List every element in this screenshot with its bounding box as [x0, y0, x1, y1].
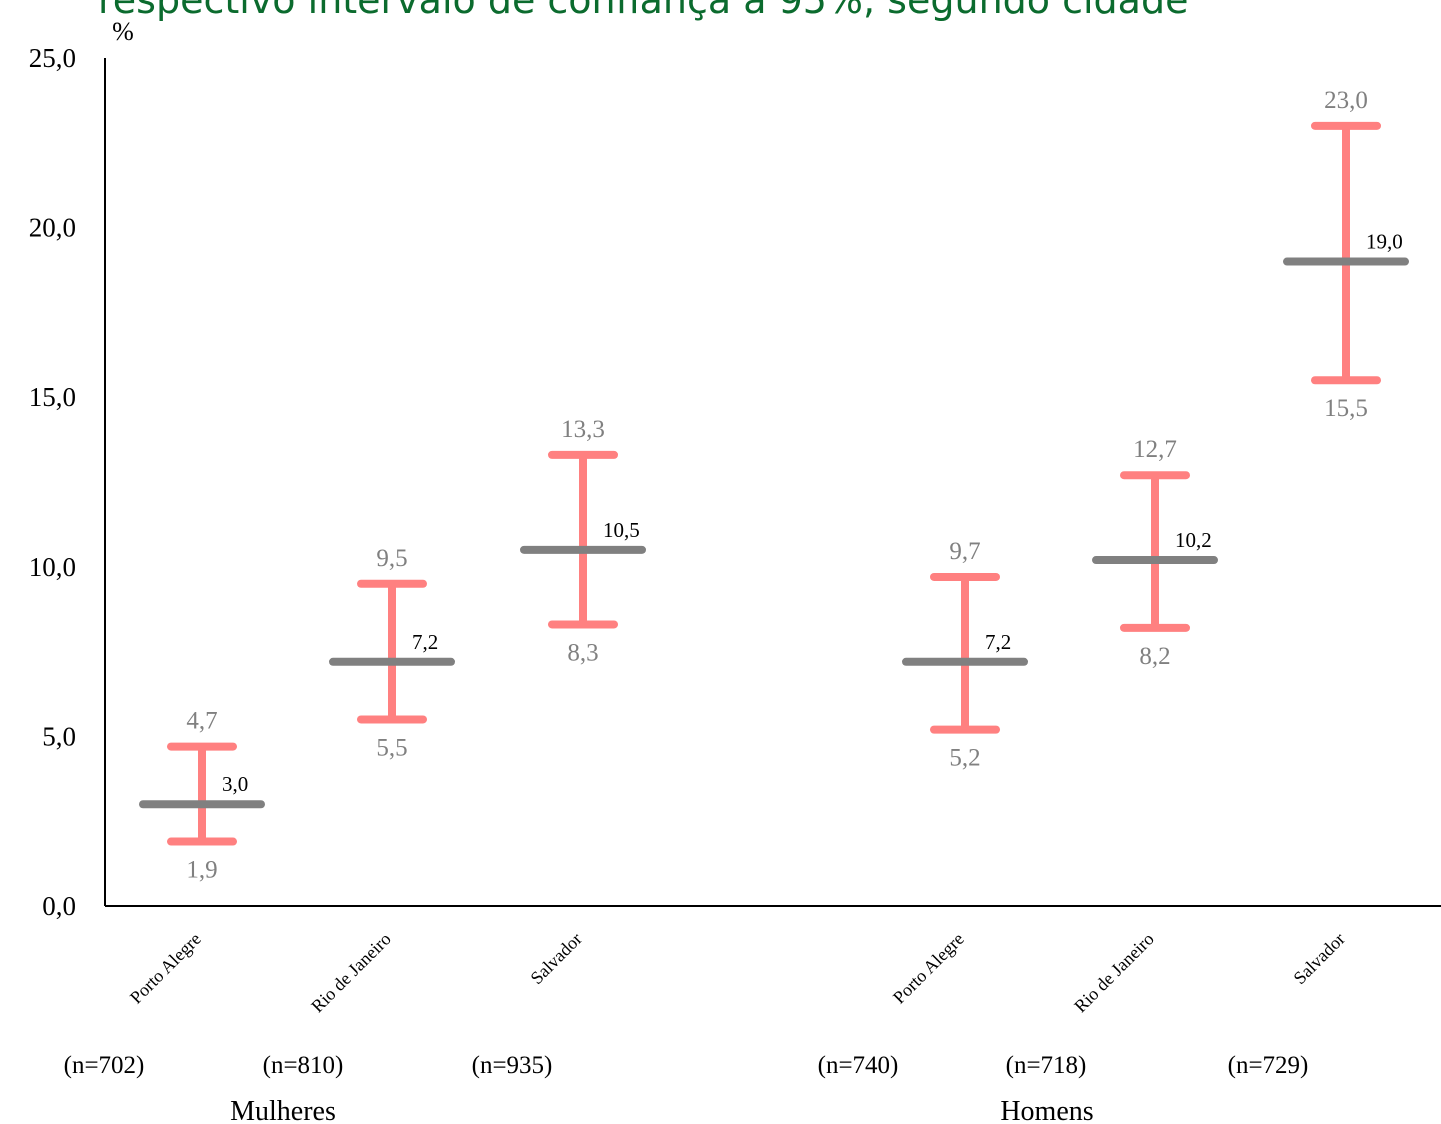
lower-value-label: 8,2 — [1139, 643, 1170, 670]
sample-size-label: (n=810) — [263, 1052, 344, 1079]
upper-value-label: 9,5 — [376, 545, 407, 572]
error-bars: 4,7 1,9 3,0 9,5 5,5 7,2 13,3 8,3 10,5 9,7 5,2 7,2 12… — [139, 87, 1409, 884]
lower-value-label: 15,5 — [1324, 395, 1368, 422]
city-label: Rio de Janeiro — [307, 929, 395, 1017]
y-tick-label: 20,0 — [29, 213, 76, 243]
upper-value-label: 23,0 — [1324, 87, 1368, 114]
city-label: Salvador — [526, 929, 585, 988]
group-label: Homens — [1000, 1096, 1093, 1124]
chart-title: respectivo intervalo de confiança a 95%,… — [98, 0, 1189, 22]
lower-value-label: 8,3 — [567, 639, 598, 666]
y-tick-label: 10,0 — [29, 552, 76, 582]
upper-value-label: 13,3 — [561, 416, 605, 443]
mean-value-label: 7,2 — [412, 630, 438, 654]
lower-value-label: 5,5 — [376, 734, 407, 761]
sample-size-label: (n=729) — [1228, 1052, 1309, 1079]
city-label: Rio de Janeiro — [1070, 929, 1158, 1017]
mean-value-label: 10,5 — [603, 518, 640, 542]
mean-value-label: 7,2 — [985, 630, 1011, 654]
x-labels: Porto Alegre (n=702) Rio de Janeiro (n=810)… — [64, 929, 1349, 1124]
y-tick-label: 0,0 — [42, 891, 76, 921]
city-label: Porto Alegre — [126, 929, 205, 1008]
mean-value-label: 19,0 — [1366, 230, 1403, 254]
city-label: Porto Alegre — [889, 929, 968, 1008]
group-label: Mulheres — [230, 1096, 336, 1124]
city-label: Salvador — [1289, 929, 1348, 988]
upper-value-label: 12,7 — [1133, 436, 1177, 463]
y-axis-unit-label: % — [112, 17, 134, 46]
upper-value-label: 4,7 — [186, 708, 217, 735]
y-tick-label: 15,0 — [29, 382, 76, 412]
sample-size-label: (n=718) — [1006, 1052, 1087, 1079]
mean-value-label: 3,0 — [222, 772, 248, 796]
y-tick-label: 25,0 — [29, 43, 76, 73]
lower-value-label: 1,9 — [186, 857, 217, 884]
upper-value-label: 9,7 — [949, 538, 980, 565]
sample-size-label: (n=935) — [472, 1052, 553, 1079]
sample-size-label: (n=702) — [64, 1052, 145, 1079]
lower-value-label: 5,2 — [949, 745, 980, 772]
y-tick-label: 5,0 — [42, 721, 76, 751]
sample-size-label: (n=740) — [818, 1052, 899, 1079]
y-tick-labels: 0,0 5,0 10,0 15,0 20,0 25,0 — [29, 43, 76, 921]
mean-value-label: 10,2 — [1175, 528, 1212, 552]
